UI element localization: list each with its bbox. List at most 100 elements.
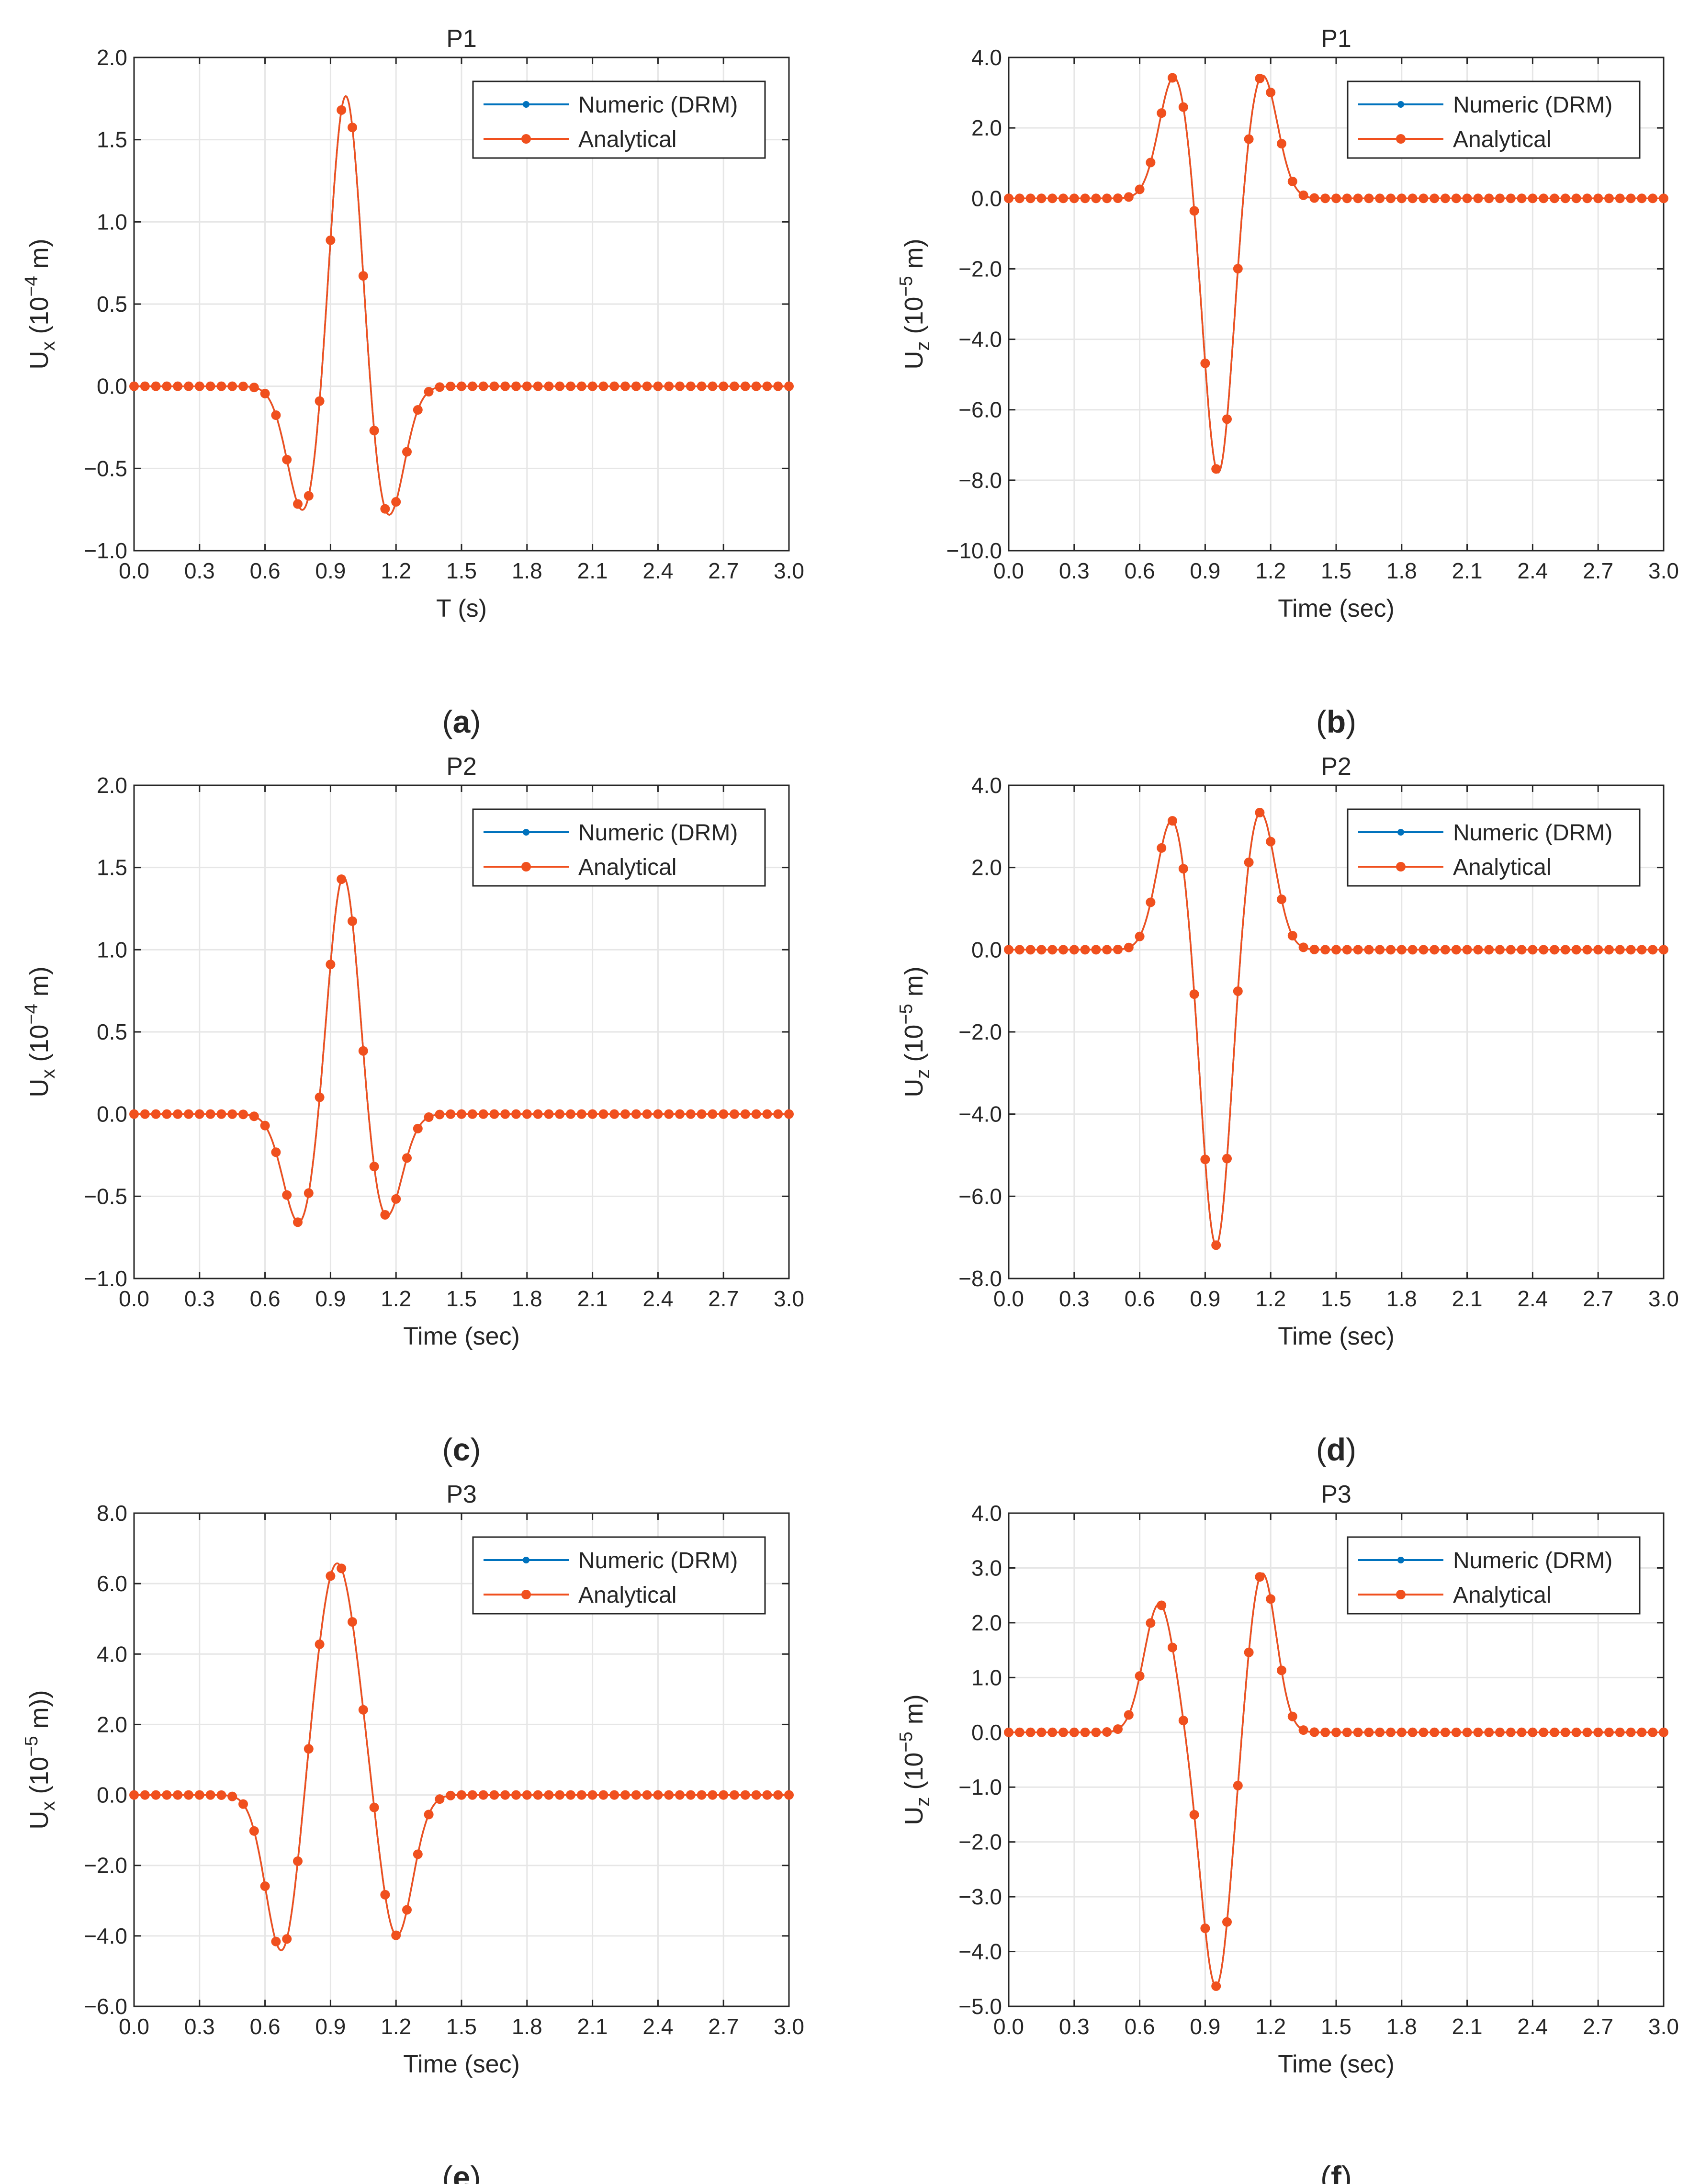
analytical-point xyxy=(1146,897,1156,907)
y-tick-label: −4.0 xyxy=(958,1102,1002,1127)
analytical-point xyxy=(1375,945,1385,955)
analytical-point xyxy=(533,1790,543,1800)
analytical-point xyxy=(1277,139,1286,149)
analytical-point xyxy=(653,381,663,391)
analytical-point xyxy=(576,1790,586,1800)
analytical-point xyxy=(1396,945,1407,955)
analytical-point xyxy=(1604,945,1614,955)
analytical-point xyxy=(740,1790,750,1800)
analytical-point xyxy=(1102,945,1112,955)
analytical-point xyxy=(1157,1600,1167,1610)
panel-label: (c) xyxy=(442,1432,481,1467)
analytical-point xyxy=(1484,1727,1494,1737)
analytical-point xyxy=(369,426,379,436)
analytical-point xyxy=(522,381,532,391)
analytical-point xyxy=(1320,945,1330,955)
analytical-point xyxy=(337,874,347,884)
analytical-point xyxy=(1473,193,1483,204)
x-tick-label: 0.0 xyxy=(119,558,149,583)
analytical-point xyxy=(1309,944,1319,954)
y-axis-label-unit-pre: (10 xyxy=(900,1753,928,1797)
analytical-point xyxy=(1637,193,1647,204)
panel-label-close: ) xyxy=(470,704,481,739)
analytical-point xyxy=(1560,193,1570,204)
analytical-point xyxy=(1517,193,1527,204)
x-tick-label: 0.6 xyxy=(250,1286,281,1311)
analytical-point xyxy=(402,447,412,457)
x-tick-label: 1.8 xyxy=(1386,2014,1417,2039)
analytical-point xyxy=(1593,193,1603,204)
analytical-point xyxy=(326,960,336,970)
analytical-point xyxy=(1244,857,1254,867)
analytical-point xyxy=(457,381,466,391)
analytical-point xyxy=(555,1109,565,1119)
analytical-point xyxy=(1004,193,1013,204)
analytical-point xyxy=(271,1936,281,1946)
analytical-point xyxy=(402,1905,412,1915)
analytical-point xyxy=(1091,945,1101,955)
analytical-point xyxy=(555,1790,565,1800)
analytical-point xyxy=(1396,1727,1407,1737)
y-axis-label-sub: x xyxy=(38,1069,59,1079)
x-tick-label: 0.3 xyxy=(184,1286,215,1311)
analytical-point xyxy=(249,1111,259,1121)
analytical-point xyxy=(424,1810,434,1820)
analytical-point xyxy=(1593,1727,1603,1737)
analytical-point xyxy=(1157,108,1167,118)
x-tick-label: 1.8 xyxy=(1386,1286,1417,1311)
analytical-point xyxy=(1441,1727,1450,1737)
analytical-point xyxy=(380,1210,390,1220)
x-tick-label: 2.1 xyxy=(577,1286,608,1311)
x-tick-label: 2.1 xyxy=(1452,1286,1483,1311)
analytical-point xyxy=(348,1617,357,1627)
y-tick-label: 4.0 xyxy=(971,773,1002,798)
panel-label-open: ( xyxy=(1316,1432,1327,1467)
analytical-point xyxy=(391,497,401,507)
x-tick-label: 0.3 xyxy=(184,2014,215,2039)
x-tick-label: 2.1 xyxy=(1452,2014,1483,2039)
legend-swatch-marker xyxy=(1396,134,1406,144)
analytical-point xyxy=(129,381,139,391)
analytical-point xyxy=(1091,1727,1101,1737)
y-axis-label-unit-post: m) xyxy=(900,238,928,276)
analytical-point xyxy=(609,1109,619,1119)
x-tick-label: 2.4 xyxy=(1517,1286,1548,1311)
y-axis-label-unit-post: m) xyxy=(900,1694,928,1731)
y-tick-label: 0.0 xyxy=(971,937,1002,962)
x-tick-label: 2.4 xyxy=(1517,558,1548,583)
analytical-point xyxy=(609,1790,619,1800)
x-axis-label: T (s) xyxy=(436,595,487,622)
x-tick-label: 1.8 xyxy=(1386,558,1417,583)
chart-title: P3 xyxy=(1321,1481,1351,1508)
y-axis-label-unit-pre: (10 xyxy=(900,1025,928,1069)
analytical-point xyxy=(642,1790,652,1800)
analytical-point xyxy=(1571,945,1581,955)
analytical-point xyxy=(1266,1594,1276,1604)
analytical-point xyxy=(457,1790,466,1800)
analytical-point xyxy=(140,381,150,391)
panel-label-open: ( xyxy=(442,704,453,739)
y-tick-label: 0.0 xyxy=(97,1102,127,1127)
y-tick-label: 2.0 xyxy=(97,45,127,70)
analytical-point xyxy=(1451,1727,1461,1737)
x-tick-label: 2.1 xyxy=(577,2014,608,2039)
analytical-point xyxy=(1386,945,1396,955)
x-tick-label: 0.6 xyxy=(1125,1286,1155,1311)
chart-title: P3 xyxy=(446,1481,477,1508)
analytical-point xyxy=(686,1109,696,1119)
panel-label: (a) xyxy=(442,704,481,739)
analytical-point xyxy=(1036,945,1047,955)
y-tick-label: −1.0 xyxy=(84,1266,127,1291)
analytical-point xyxy=(1080,945,1090,955)
analytical-point xyxy=(1550,945,1559,955)
analytical-point xyxy=(500,381,510,391)
analytical-point xyxy=(271,1147,281,1157)
analytical-point xyxy=(304,491,314,501)
analytical-point xyxy=(260,388,270,398)
analytical-point xyxy=(598,381,608,391)
x-tick-label: 3.0 xyxy=(1648,558,1679,583)
analytical-point xyxy=(205,1790,215,1800)
y-axis-label-sub: z xyxy=(912,1797,934,1807)
legend-label: Analytical xyxy=(1453,1583,1551,1608)
analytical-point xyxy=(544,1790,554,1800)
